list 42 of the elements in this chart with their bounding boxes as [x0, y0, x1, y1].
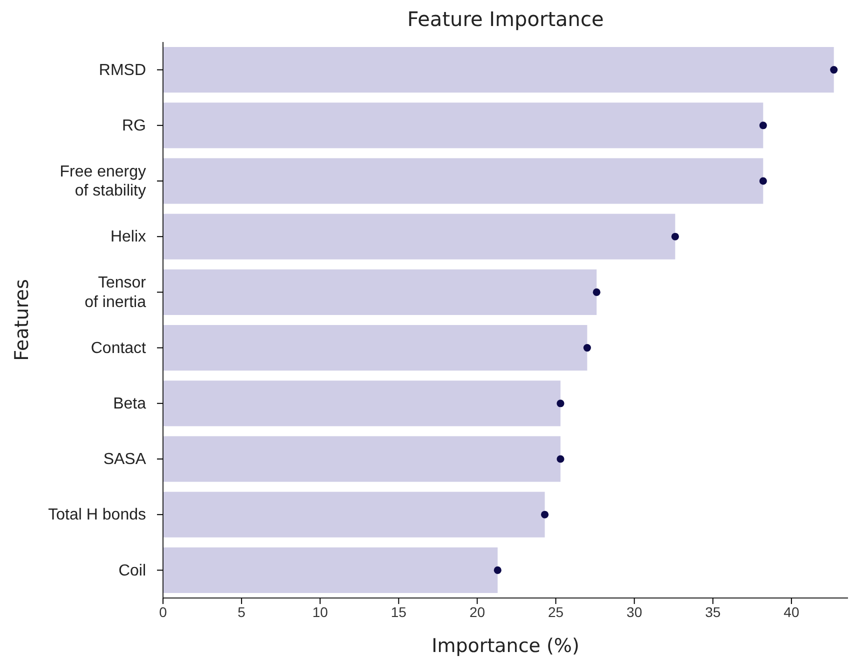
bar — [163, 380, 560, 426]
y-tick-label: Contact — [90, 340, 147, 357]
point — [556, 400, 564, 408]
point — [583, 344, 591, 352]
x-tick-label: 10 — [312, 604, 328, 620]
bar — [163, 214, 676, 260]
point — [759, 122, 767, 130]
point — [556, 455, 564, 463]
y-tick-label: RMSD — [98, 62, 146, 79]
bar — [163, 547, 498, 593]
bar — [163, 492, 545, 538]
x-tick-label: 5 — [238, 604, 246, 620]
bar — [163, 158, 764, 204]
point — [540, 510, 549, 518]
y-tick-label: SASA — [103, 451, 146, 468]
x-tick-label: 25 — [548, 604, 564, 620]
x-tick-label: 40 — [784, 604, 800, 620]
y-tick-label: Beta — [113, 396, 146, 413]
y-tick-label: Total H bonds — [48, 506, 146, 524]
point — [830, 66, 838, 74]
x-tick-label: 15 — [390, 604, 407, 620]
y-tick-label: Coil — [118, 562, 146, 580]
y-tick-label: RG — [122, 118, 146, 135]
point — [494, 566, 502, 574]
bar — [163, 102, 764, 148]
x-tick-label: 20 — [469, 604, 486, 620]
bar — [163, 47, 834, 93]
bar — [163, 436, 560, 482]
y-tick-label: Helix — [110, 228, 146, 246]
point — [592, 288, 600, 296]
y-tick-label: Tensor of inertia — [84, 274, 147, 311]
x-tick-label: 0 — [159, 604, 168, 620]
x-tick-label: 35 — [705, 604, 721, 620]
chart-title: Feature Importance — [407, 7, 604, 31]
bar — [163, 325, 588, 371]
point — [671, 232, 679, 240]
y-tick-label: Free energy of stability — [60, 164, 146, 200]
y-axis-title: Features — [11, 279, 33, 361]
point — [759, 177, 767, 185]
x-tick-label: 30 — [626, 604, 642, 620]
x-axis-title: Importance (%) — [432, 635, 580, 657]
bar — [163, 269, 597, 315]
